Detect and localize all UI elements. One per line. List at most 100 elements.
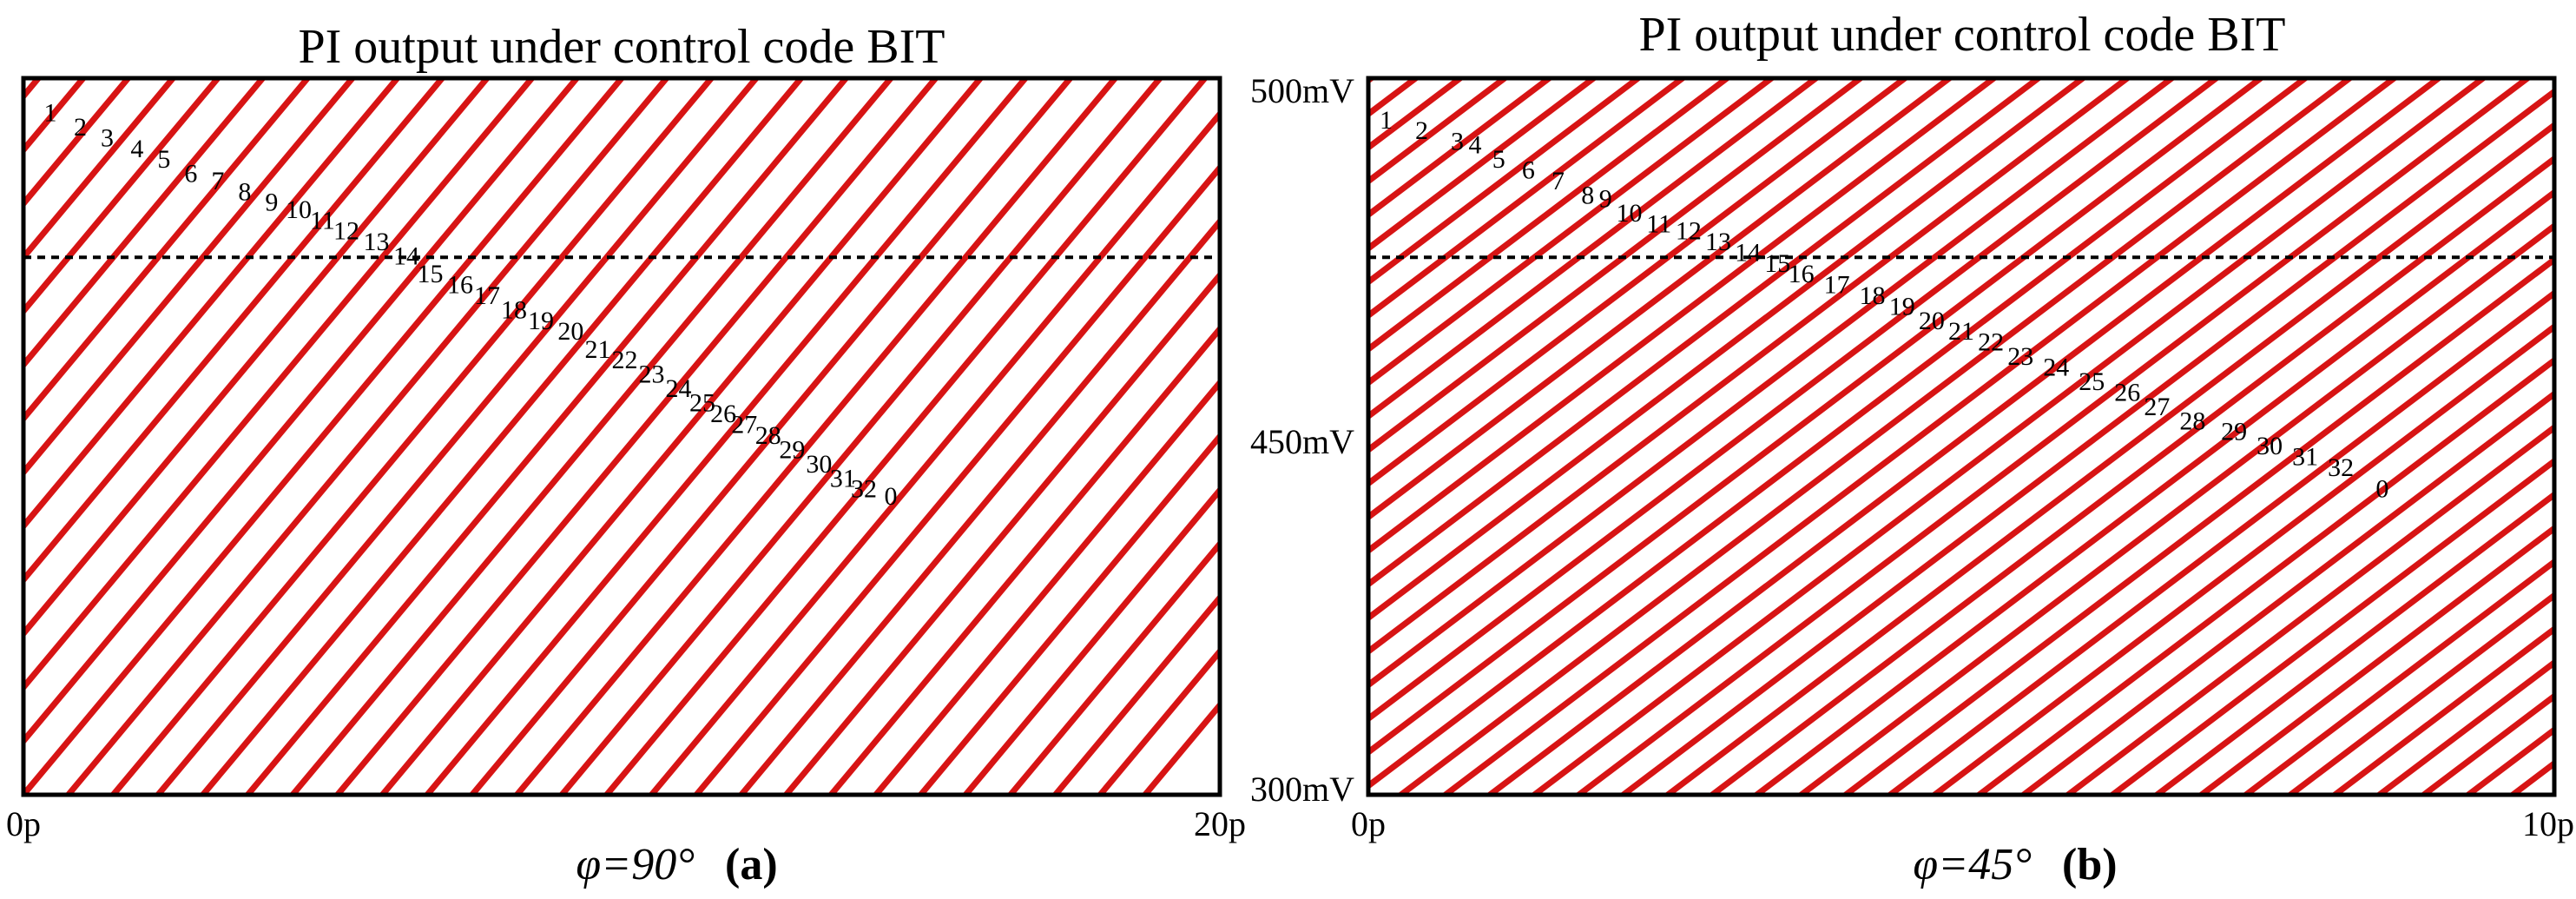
panel-b-code-label-12: 12: [1676, 217, 1702, 246]
panel-a-code-label-26: 26: [710, 400, 736, 428]
panel-b-trace-57: [2243, 558, 2554, 795]
panel-a-trace-18: [23, 78, 401, 532]
panel-a-trace-16: [23, 78, 311, 424]
panel-a-trace-37: [648, 109, 1220, 795]
panel-a-trace-38: [693, 162, 1220, 795]
panel-a-trace-41: [827, 324, 1220, 795]
panel-a-trace-47: [1097, 646, 1220, 795]
panel-a-panel-label: (a): [725, 840, 778, 889]
panel-b-trace-37: [1368, 78, 2309, 790]
panel-a-code-label-31: 31: [830, 464, 856, 492]
panel-b-trace-58: [2287, 592, 2554, 795]
panel-a-trace-31: [379, 78, 984, 795]
panel-a-trace-43: [918, 432, 1220, 795]
panel-b-trace-22: [1368, 78, 1642, 286]
panel-b-trace-36: [1368, 78, 2264, 757]
panel-a-trace-13: [23, 78, 176, 262]
panel-a-x-tick-start: 0p: [6, 804, 41, 843]
panel-a-code-label-13: 13: [364, 228, 390, 256]
panel-b-trace-33: [1368, 78, 2131, 656]
panel-b-trace-56: [2198, 524, 2554, 795]
panel-b-code-label-17: 17: [1824, 271, 1850, 300]
panel-a-code-label-5: 5: [157, 145, 170, 174]
panel-b-trace-28: [1368, 78, 1908, 488]
panel-b-code-label-0: 0: [2375, 475, 2388, 504]
panel-b-trace-23: [1368, 78, 1686, 320]
panel-a-code-label-11: 11: [310, 206, 335, 235]
panel-b-code-label-18: 18: [1860, 281, 1886, 310]
panel-b-code-label-22: 22: [1978, 328, 2004, 357]
panel-a-code-label-12: 12: [333, 217, 359, 246]
panel-b-code-label-15: 15: [1764, 249, 1790, 278]
panel-a-trace-33: [469, 78, 1074, 795]
panel-b-trace-29: [1368, 78, 1953, 521]
panel-a-trace-30: [334, 78, 939, 795]
panel-a-trace-14: [23, 78, 221, 316]
panel-a-trace-27: [200, 78, 805, 795]
panel-b-trace-31: [1368, 78, 2042, 589]
panel-a-traces: [23, 78, 1220, 795]
panel-b-code-label-3: 3: [1451, 128, 1464, 156]
panel-b-trace-44: [1664, 121, 2554, 795]
panel-a-code-label-7: 7: [211, 167, 224, 195]
panel-a-code-label-23: 23: [638, 360, 664, 389]
panel-a-code-label-17: 17: [474, 281, 500, 310]
panel-a-code-label-10: 10: [286, 195, 312, 224]
panel-b-trace-47: [1798, 221, 2554, 795]
panel-b-trace-55: [2153, 491, 2554, 795]
panel-b-trace-49: [1887, 289, 2554, 795]
panel-b-code-label-30: 30: [2256, 432, 2283, 460]
panel-b-trace-53: [2065, 423, 2554, 795]
panel-b-code-label-23: 23: [2007, 342, 2033, 371]
panel-a-code-label-14: 14: [393, 242, 419, 271]
panel-b-code-label-7: 7: [1552, 167, 1565, 195]
panel-b-x-tick-start: 0p: [1351, 804, 1386, 843]
panel-b-code-label-20: 20: [1919, 307, 1945, 335]
panel-b-title: PI output under control code BIT: [1639, 8, 2286, 62]
panel-a-code-label-25: 25: [689, 389, 715, 418]
panel-a-code-label-9: 9: [265, 188, 278, 217]
panel-a-phase-label: φ=90°: [576, 840, 695, 889]
panel-b-code-label-29: 29: [2221, 418, 2247, 446]
panel-a-trace-12: [23, 78, 132, 208]
panel-a-code-label-22: 22: [611, 346, 637, 374]
panel-b-code-label-32: 32: [2328, 453, 2354, 482]
panel-a-code-label-24: 24: [665, 374, 691, 403]
panel-b-trace-43: [1620, 88, 2554, 795]
panel-b-trace-25: [1368, 78, 1775, 387]
panel-a-trace-15: [23, 78, 267, 370]
panel-b-trace-26: [1368, 78, 1820, 420]
panel-b-trace-38: [1398, 78, 2353, 795]
panel-b-trace-52: [2020, 390, 2554, 795]
panel-b-trace-12: [245, 78, 1194, 795]
panel-b-trace-45: [1709, 155, 2554, 795]
panel-a-trace-19: [23, 78, 445, 585]
panel-a-trace-46: [1052, 592, 1220, 795]
panel-a-code-label-15: 15: [418, 260, 444, 288]
panel-b-phase-label: φ=45°: [1913, 840, 2032, 889]
panel-a-trace-44: [962, 485, 1220, 795]
panel-b-trace-24: [1368, 78, 1730, 354]
panel-b-panel-label: (b): [2062, 840, 2118, 889]
panel-b-trace-50: [1931, 322, 2554, 795]
panel-a-trace-28: [244, 78, 849, 795]
panel-a-code-label-0: 0: [885, 482, 898, 511]
panel-a-code-label-18: 18: [501, 295, 527, 324]
panel-b-code-label-21: 21: [1948, 317, 1974, 346]
panel-b-code-label-9: 9: [1599, 185, 1612, 214]
panel-b-trace-64: [2553, 794, 2554, 795]
panel-b-code-label-8: 8: [1581, 181, 1594, 209]
panel-a-code-label-32: 32: [851, 475, 877, 504]
panel-a-trace-45: [1007, 539, 1220, 795]
panel-a-trace-42: [873, 378, 1220, 795]
panel-a-trace-34: [513, 78, 1118, 795]
panel-a-trace-25: [109, 78, 715, 795]
panel-b-code-label-19: 19: [1889, 292, 1915, 321]
panel-b-trace-40: [1486, 78, 2442, 795]
panel-b-code-label-6: 6: [1522, 156, 1535, 185]
panel-b-trace-34: [1368, 78, 2175, 690]
panel-b-trace-27: [1368, 78, 1864, 454]
